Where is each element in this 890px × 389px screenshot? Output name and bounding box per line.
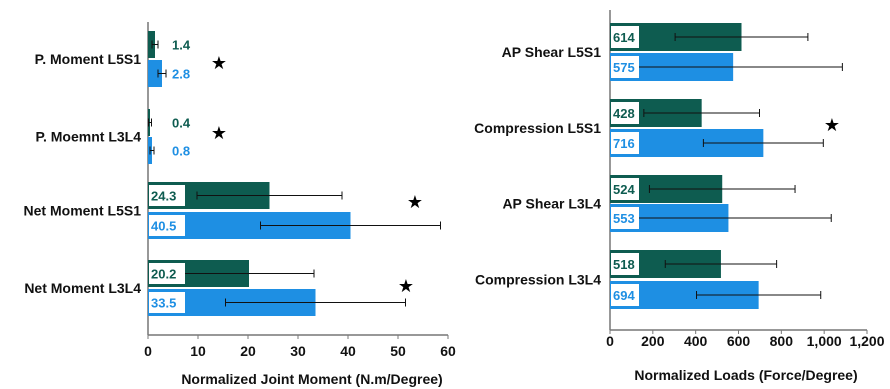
data-label-box: [149, 215, 185, 236]
category-label: P. Moemnt L3L4: [35, 129, 141, 145]
x-axis-label: Normalized Joint Moment (N.m/Degree): [181, 371, 442, 387]
data-label-box: [611, 253, 639, 275]
data-label: 716: [613, 136, 635, 151]
x-tick-label: 0: [144, 343, 152, 359]
data-label: 0.8: [172, 144, 190, 159]
data-label: 428: [613, 106, 635, 121]
data-label: 694: [613, 288, 635, 303]
x-tick-label: 600: [727, 333, 751, 349]
data-label: 1.4: [172, 38, 191, 53]
significance-star: ★: [824, 115, 840, 135]
data-label-box: [611, 102, 639, 124]
x-tick-label: 20: [240, 343, 256, 359]
x-tick-label: 400: [684, 333, 708, 349]
data-label-box: [611, 56, 639, 78]
category-label: AP Shear L3L4: [502, 196, 601, 212]
category-label: P. Moment L5S1: [35, 51, 142, 67]
data-label: 518: [613, 257, 635, 272]
data-label: 40.5: [151, 219, 176, 234]
data-label-box: [149, 292, 185, 313]
data-label-box: [611, 26, 639, 48]
data-label-box: [149, 185, 185, 206]
significance-star: ★: [211, 53, 227, 73]
significance-star: ★: [407, 192, 423, 212]
category-label: AP Shear L5S1: [502, 44, 602, 60]
data-label: 24.3: [151, 189, 176, 204]
x-tick-label: 800: [770, 333, 794, 349]
category-label: Net Moment L3L4: [24, 280, 141, 296]
bar: [148, 60, 162, 87]
data-label: 20.2: [151, 267, 176, 282]
x-tick-label: 1,200: [849, 333, 884, 349]
data-label: 33.5: [151, 296, 176, 311]
x-tick-label: 1,000: [807, 333, 842, 349]
significance-star: ★: [398, 276, 414, 296]
x-tick-label: 40: [340, 343, 356, 359]
category-label: Compression L3L4: [475, 272, 601, 288]
category-label: Net Moment L5S1: [24, 203, 142, 219]
data-label: 575: [613, 60, 635, 75]
category-label: Compression L5S1: [474, 120, 601, 136]
data-label: 524: [613, 182, 635, 197]
x-tick-label: 0: [606, 333, 614, 349]
data-label-box: [611, 132, 639, 154]
data-label: 553: [613, 211, 635, 226]
x-axis-label: Normalized Loads (Force/Degree): [634, 367, 857, 383]
x-tick-label: 200: [641, 333, 665, 349]
significance-star: ★: [211, 123, 227, 143]
x-tick-label: 50: [390, 343, 406, 359]
x-tick-label: 60: [440, 343, 456, 359]
x-tick-label: 30: [290, 343, 306, 359]
data-label: 0.4: [172, 116, 191, 131]
data-label-box: [611, 284, 639, 306]
data-label-box: [611, 178, 639, 200]
data-label: 2.8: [172, 67, 190, 82]
data-label-box: [149, 263, 185, 284]
data-label-box: [611, 207, 639, 229]
x-tick-label: 10: [190, 343, 206, 359]
data-label: 614: [613, 30, 635, 45]
